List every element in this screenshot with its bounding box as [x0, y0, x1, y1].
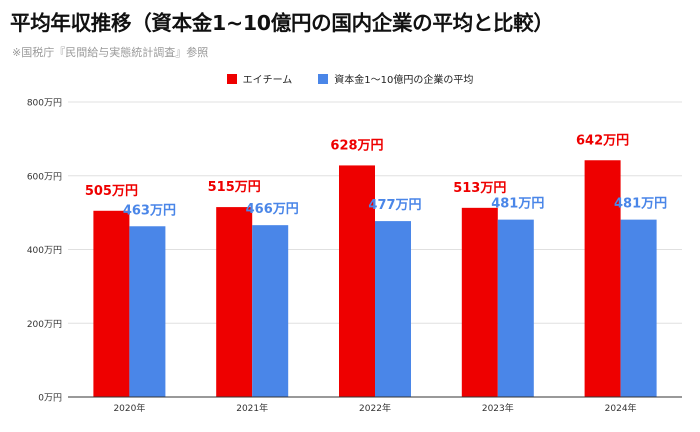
bar-company [93, 210, 130, 397]
data-label-average: 463万円 [123, 203, 176, 218]
data-label-average: 481万円 [491, 197, 544, 212]
x-tick-label: 2023年 [482, 402, 514, 414]
legend-swatch-company [226, 73, 237, 84]
x-tick-label: 2024年 [605, 402, 637, 414]
data-label-company: 628万円 [330, 138, 383, 153]
y-tick-label: 600万円 [27, 171, 62, 182]
legend-label-average: 資本金1～10億円の企業の平均 [334, 75, 474, 86]
y-tick-label: 400万円 [27, 245, 62, 256]
y-tick-label: 200万円 [27, 319, 62, 330]
x-tick-label: 2022年 [359, 402, 391, 414]
x-tick-label: 2020年 [113, 402, 145, 414]
legend-item-company: エイチーム [226, 71, 293, 86]
data-label-company: 642万円 [576, 133, 629, 148]
legend-swatch-average [318, 73, 329, 84]
x-tick-label: 2021年 [236, 402, 268, 414]
data-label-average: 477万円 [368, 198, 421, 213]
data-label-company: 505万円 [85, 184, 138, 199]
y-tick-label: 800万円 [27, 98, 62, 109]
source-note: ※国税庁『民間給与実態統計調査』参照 [12, 46, 209, 59]
data-label-company: 515万円 [208, 180, 261, 195]
legend-label-company: エイチーム [242, 75, 293, 86]
bar-company [584, 160, 621, 397]
bar-average [252, 225, 289, 397]
legend: エイチーム 資本金1～10億円の企業の平均 [0, 71, 700, 86]
data-label-average: 481万円 [614, 197, 667, 212]
data-label-company: 513万円 [453, 181, 506, 196]
bar-company [339, 165, 375, 397]
bar-average [620, 219, 657, 397]
legend-item-average: 資本金1～10億円の企業の平均 [318, 71, 473, 86]
bar-company [461, 207, 498, 397]
bar-average [497, 219, 534, 397]
chart-title: 平均年収推移（資本金1~10億円の国内企業の平均と比較） [10, 11, 554, 35]
y-tick-label: 0万円 [38, 393, 62, 404]
data-label-average: 466万円 [246, 202, 299, 217]
bar-average [129, 226, 166, 397]
bar-company [216, 207, 253, 397]
bar-average [375, 221, 411, 397]
